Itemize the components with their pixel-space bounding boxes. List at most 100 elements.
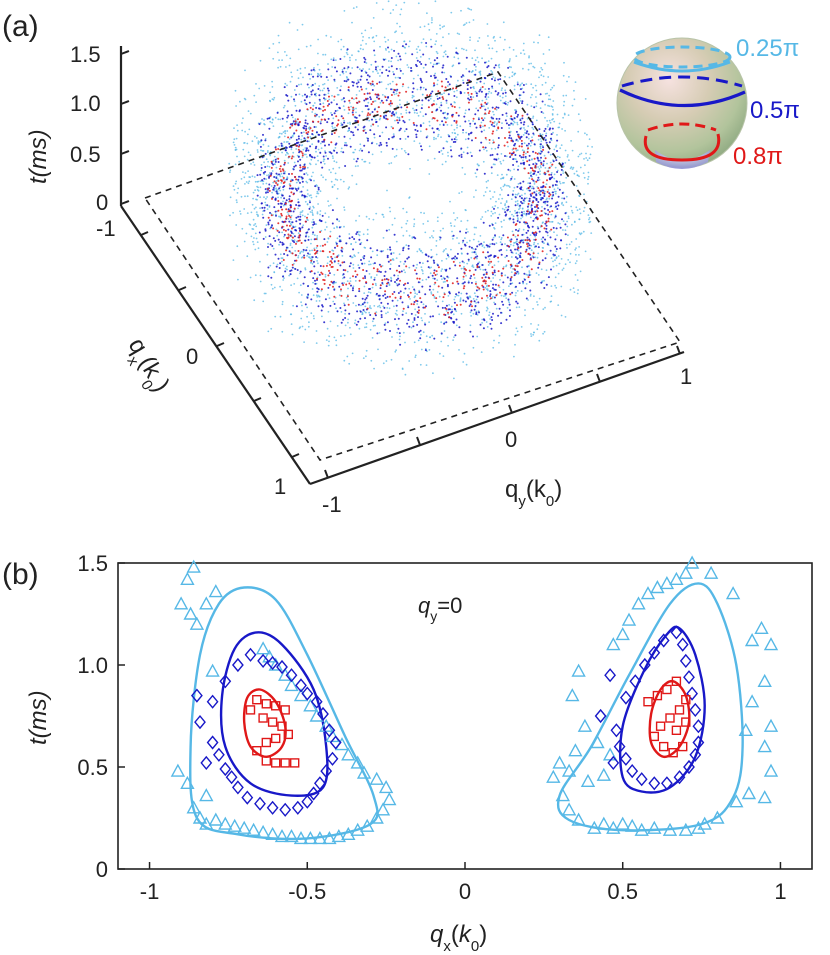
panel-a-point-0.8π [417, 312, 420, 314]
panel-a-point-0.8π [294, 176, 297, 178]
panel-a-point-0.5π [378, 298, 381, 301]
panel-a-point-0.25π [333, 160, 336, 163]
panel-a-point-0.25π [500, 177, 502, 180]
panel-a-point-0.25π [328, 98, 331, 101]
panel-a-point-0.25π [287, 218, 290, 220]
point-0.5π-diamond [291, 800, 304, 815]
panel-a-point-0.5π [523, 221, 526, 224]
panel-a-point-0.5π [387, 74, 389, 77]
panel-a-point-0.25π [329, 230, 332, 233]
point-0.25π-triangle [625, 818, 640, 832]
panel-a-point-0.5π [556, 208, 559, 210]
point-0.25π-triangle [255, 824, 271, 838]
panel-a-point-0.25π [459, 297, 462, 299]
panel-a-point-0.25π [312, 214, 314, 217]
panel-a-point-0.5π [488, 224, 491, 227]
panel-a-point-0.25π [490, 57, 493, 60]
panel-a-qx-tick-neg1: -1 [96, 216, 116, 241]
panel-a-point-0.25π [368, 273, 371, 275]
panel-a-point-0.5π [289, 204, 292, 207]
panel-a-point-0.25π [254, 180, 257, 183]
panel-a-point-0.25π [229, 171, 231, 174]
panel-a-point-0.5π [379, 141, 382, 144]
panel-a-point-0.5π [399, 343, 402, 346]
panel-a-point-0.25π [305, 153, 307, 156]
panel-a-point-0.25π [316, 212, 319, 215]
panel-a-point-0.8π [399, 295, 402, 298]
panel-b-label: (b) [2, 558, 39, 591]
panel-a-point-0.5π [513, 274, 516, 277]
panel-a-point-0.8π [509, 263, 512, 266]
panel-a-point-0.5π [480, 130, 483, 133]
point-0.25π-triangle [650, 580, 665, 594]
panel-a-point-0.25π [416, 88, 419, 91]
panel-a-point-0.8π [348, 282, 351, 285]
panel-a-point-0.5π [293, 98, 295, 101]
panel-a-point-0.8π [354, 270, 357, 273]
panel-a-point-0.5π [363, 61, 366, 63]
panel-a-point-0.5π [419, 329, 422, 332]
panel-a-point-0.5π [418, 330, 421, 333]
panel-a-point-0.8π [310, 270, 313, 273]
point-0.5π-diamond [626, 764, 639, 779]
panel-a-point-0.5π [431, 127, 434, 130]
panel-a-point-0.25π [466, 262, 469, 265]
panel-a-point-0.8π [472, 117, 475, 120]
panel-a-point-0.5π [318, 94, 321, 97]
panel-a-point-0.5π [542, 160, 545, 163]
panel-a-point-0.25π [377, 305, 379, 308]
panel-a-point-0.25π [395, 257, 398, 259]
panel-a-point-0.8π [367, 112, 370, 115]
panel-a-point-0.5π [416, 130, 419, 132]
panel-a-point-0.8π [363, 93, 366, 95]
panel-a-point-0.25π [500, 226, 503, 228]
panel-a-point-0.25π [436, 79, 439, 82]
panel-a-point-0.8π [345, 283, 348, 286]
panel-a-point-0.5π [528, 164, 531, 166]
panel-a-point-0.25π [323, 83, 326, 85]
panel-a-point-0.25π [521, 149, 524, 152]
panel-a-point-0.25π [544, 93, 547, 95]
panel-a-point-0.25π [361, 39, 364, 42]
panel-a-point-0.25π [361, 313, 364, 316]
panel-a-point-0.25π [365, 43, 367, 45]
panel-a-point-0.25π [522, 228, 525, 231]
panel-a-point-0.5π [533, 106, 536, 109]
panel-a-point-0.5π [469, 132, 472, 135]
panel-a-point-0.5π [544, 257, 547, 260]
panel-a-point-0.5π [512, 218, 515, 221]
point-0.25π-triangle [284, 677, 299, 692]
panel-a-point-0.25π [395, 55, 398, 58]
panel-a-point-0.25π [416, 112, 418, 114]
panel-a-point-0.25π [571, 168, 574, 171]
panel-a-point-0.8π [530, 258, 533, 261]
panel-a-point-0.25π [517, 253, 520, 256]
panel-a-point-0.5π [399, 297, 402, 300]
panel-a-point-0.5π [537, 266, 540, 269]
panel-a-point-0.25π [287, 141, 289, 143]
panel-a-point-0.8π [286, 224, 288, 227]
panel-a-point-0.5π [340, 115, 343, 118]
point-0.8π-square [271, 733, 281, 744]
panel-a-point-0.25π [368, 36, 370, 39]
panel-a-point-0.5π [406, 257, 409, 260]
panel-a-point-0.25π [446, 140, 449, 143]
panel-a-point-0.25π [319, 89, 322, 92]
panel-a-point-0.5π [518, 94, 521, 97]
panel-a-point-0.25π [349, 102, 351, 104]
panel-a-point-0.8π [487, 284, 490, 287]
panel-a-point-0.25π [255, 206, 257, 209]
panel-a-point-0.8π [298, 236, 301, 239]
panel-a-point-0.5π [513, 144, 516, 147]
panel-a-point-0.25π [373, 276, 376, 279]
panel-a-point-0.5π [497, 144, 500, 147]
panel-a-point-0.5π [309, 153, 312, 156]
panel-a-point-0.25π [577, 155, 580, 158]
panel-a-point-0.25π [279, 118, 282, 121]
panel-a-point-0.5π [489, 254, 491, 257]
panel-a-point-0.25π [283, 277, 285, 279]
panel-a-point-0.5π [476, 295, 479, 298]
panel-a-point-0.5π [542, 189, 545, 192]
panel-a-point-0.25π [340, 150, 343, 153]
panel-a-point-0.25π [472, 346, 475, 349]
